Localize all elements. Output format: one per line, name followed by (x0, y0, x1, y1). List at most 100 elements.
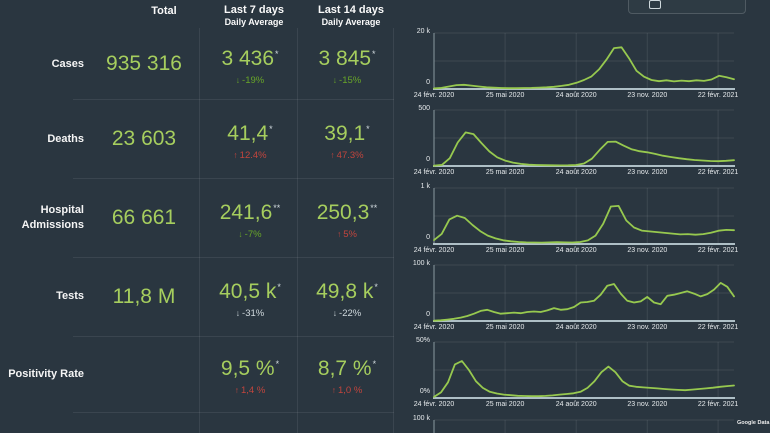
avg7-value: 40,5 k (219, 279, 277, 303)
x-axis-tick-label: 24 févr. 2020 (413, 92, 455, 99)
arrow-down-icon: ↓ (235, 75, 241, 85)
stat-row-hospital-admissions: Hospital Admissions 66 661 241,6** ↓ -7% 2… (0, 178, 394, 257)
avg14-value: 3 845 (318, 47, 372, 70)
delta-value: 47.3% (336, 150, 364, 161)
delta-value: 5% (343, 228, 357, 240)
stat-row-deaths: Deaths 23 603 41,4* ↑ 12.4% 39,1* ↑ 47.3% (0, 100, 394, 178)
sparkline-plot (433, 419, 734, 433)
arrow-down-icon: ↓ (332, 307, 338, 318)
sparkline-plot (433, 187, 735, 245)
footnote-marker: * (275, 49, 279, 59)
delta-value: 1,0 % (337, 385, 363, 396)
y-axis-max-label: 100 k (412, 414, 430, 422)
avg14-value: 250,3 (316, 200, 370, 224)
y-axis-min-label: 0% (419, 388, 430, 396)
sparkline-chart-deaths: 500 0 24 févr. 2020 25 mai 2020 24 août 2020… (398, 103, 758, 180)
avg14-value: 8,7 % (317, 357, 372, 380)
avg7-value: 9,5 % (220, 357, 275, 380)
x-axis-tick-label: 23 nov. 2020 (627, 246, 668, 254)
x-axis-tick-label: 24 févr. 2020 (413, 246, 455, 254)
delta-value: -31% (242, 307, 265, 319)
x-axis-tick-label: 24 août 2020 (555, 323, 597, 331)
avg7-value: 3 436 (221, 47, 275, 70)
column-subheader-daily-average: Daily Average (321, 17, 381, 27)
column-divider (199, 28, 200, 433)
total-value: 66 661 (111, 205, 177, 229)
row-label: Deaths (47, 132, 84, 145)
y-axis-min-label: 0 (426, 310, 430, 318)
x-axis-tick-label: 25 mai 2020 (485, 401, 525, 409)
stat-row-positivity-rate: Positivity Rate 9,5 %* ↑ 1,4 % 8,7 %* ↑ 1,… (0, 336, 394, 412)
google-data-studio-watermark: Google Data St (737, 420, 770, 426)
arrow-down-icon: ↓ (332, 75, 338, 85)
x-axis-tick-label: 24 févr. 2020 (413, 323, 455, 331)
footnote-marker: * (269, 124, 273, 134)
x-axis-tick-label: 23 nov. 2020 (627, 323, 668, 331)
row-divider (73, 99, 394, 100)
avg7-value: 41,4 (227, 122, 269, 145)
delta-value: -7% (244, 228, 262, 240)
delta-value: -15% (339, 75, 362, 86)
x-axis-tick-label: 24 août 2020 (555, 401, 597, 409)
sparkline-plot (433, 32, 735, 90)
row-label: Tests (56, 290, 84, 302)
x-axis-tick-label: 24 août 2020 (555, 92, 597, 99)
column-header-last7: Last 7 days (224, 4, 284, 16)
sparkline-plot (433, 264, 735, 322)
stat-row-cases: Cases 935 316 3 436* ↓ -19% 3 845* ↓ -15% (0, 28, 394, 100)
y-axis-min-label: 0 (426, 233, 430, 241)
row-divider (73, 257, 394, 258)
sparkline-chart-tests: 100 k 0 24 févr. 2020 25 mai 2020 24 août 20… (398, 258, 758, 335)
delta-value: -22% (339, 307, 362, 319)
sparkline-chart-cases: 20 k 0 24 févr. 2020 25 mai 2020 24 août 202… (398, 26, 758, 103)
column-header-last14: Last 14 days (317, 4, 385, 16)
x-axis-tick-label: 25 mai 2020 (485, 169, 525, 177)
y-axis-max-label: 500 (418, 105, 430, 113)
chart-toolbar-button[interactable] (628, 0, 746, 14)
sparkline-plot (433, 341, 735, 400)
delta-value: 12.4% (239, 150, 267, 161)
sparkline-chart-positivity-rate: 50% 0% 24 févr. 2020 25 mai 2020 24 août 202… (398, 335, 758, 412)
x-axis-tick-label: 25 mai 2020 (485, 92, 525, 99)
delta-value: 1,4 % (240, 385, 266, 396)
footnote-marker: * (372, 359, 377, 369)
column-divider (297, 28, 298, 433)
row-divider (73, 178, 394, 179)
x-axis-tick-label: 24 févr. 2020 (413, 401, 455, 409)
row-label-line2: Admissions (21, 218, 84, 231)
y-axis-max-label: 100 k (412, 259, 430, 267)
arrow-down-icon: ↓ (238, 228, 243, 239)
y-axis-min-label: 0 (426, 156, 430, 164)
footnote-marker: * (372, 49, 376, 59)
avg7-value: 241,6 (219, 200, 273, 224)
image-icon (649, 0, 661, 9)
footnote-marker: ** (273, 202, 281, 213)
avg14-value: 39,1 (324, 122, 366, 145)
column-divider (393, 28, 394, 433)
stat-row-tests: Tests 11,8 M 40,5 k* ↓ -31% 49,8 k* ↓ -22% (0, 257, 394, 336)
y-axis-max-label: 50% (415, 337, 430, 345)
column-header-total: Total (151, 5, 177, 17)
footnote-marker: * (374, 281, 378, 292)
arrow-up-icon: ↑ (234, 385, 239, 395)
total-value: 11,8 M (112, 284, 176, 308)
x-axis-tick-label: 23 nov. 2020 (627, 401, 668, 409)
x-axis-tick-label: 22 févr. 2021 (697, 246, 739, 254)
arrow-up-icon: ↑ (331, 385, 336, 395)
avg14-value: 49,8 k (316, 279, 374, 303)
row-divider (73, 336, 394, 337)
x-axis-tick-label: 24 févr. 2020 (413, 169, 455, 177)
row-label: Hospital (40, 203, 84, 216)
x-axis-tick-label: 23 nov. 2020 (627, 92, 668, 99)
x-axis-tick-label: 22 févr. 2021 (697, 92, 739, 99)
arrow-up-icon: ↑ (330, 150, 335, 160)
x-axis-tick-label: 22 févr. 2021 (697, 169, 739, 177)
row-label: Cases (51, 57, 84, 70)
x-axis-tick-label: 22 févr. 2021 (697, 323, 739, 331)
row-divider (73, 412, 394, 413)
x-axis-tick-label: 24 août 2020 (555, 169, 597, 177)
y-axis-max-label: 20 k (416, 28, 430, 35)
column-subheader-daily-average: Daily Average (224, 17, 284, 27)
